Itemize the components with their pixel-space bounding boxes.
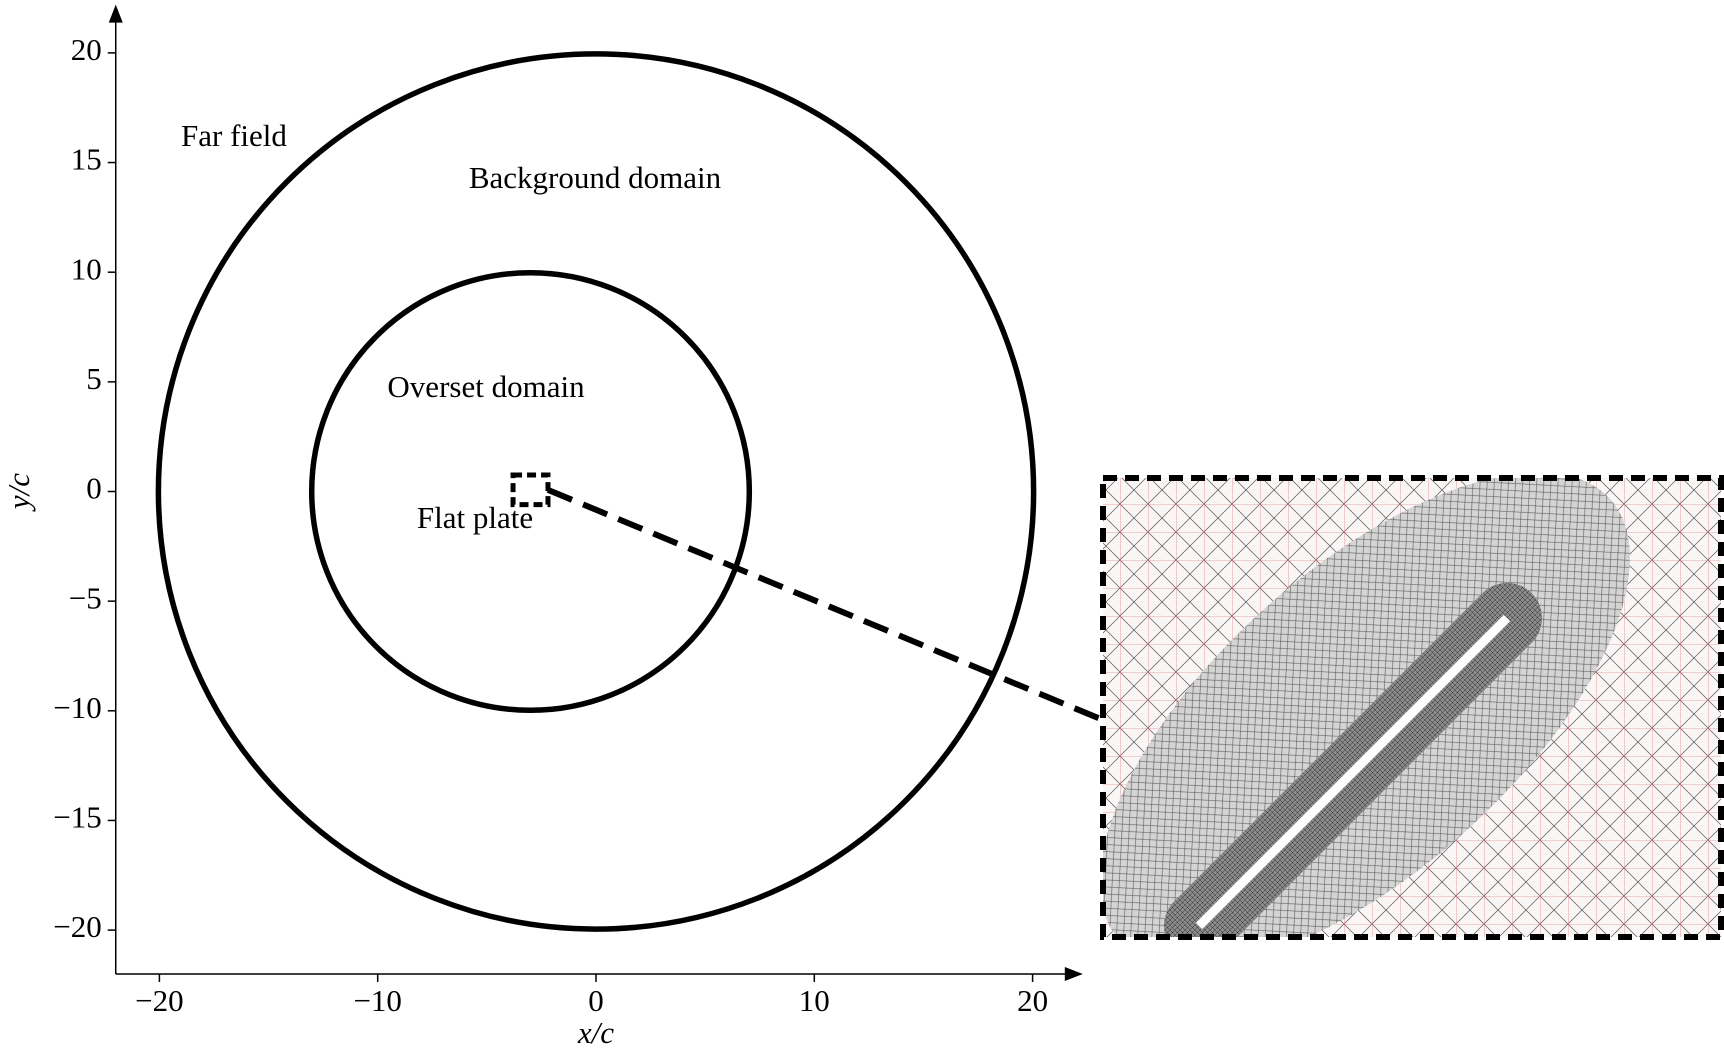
y-tick-label: 10 <box>71 251 102 286</box>
y-tick-label: −20 <box>53 909 101 944</box>
y-axis-label: y/c <box>1 473 36 512</box>
zoom-leader <box>546 487 1105 723</box>
y-tick-label: 20 <box>71 32 102 67</box>
y-tick-label: 15 <box>71 142 102 177</box>
y-tick-label: −5 <box>69 580 102 615</box>
annotation: Overset domain <box>387 369 585 404</box>
flat-plate <box>1195 614 1511 930</box>
x-tick-label: 0 <box>588 983 604 1018</box>
x-tick-label: −20 <box>135 983 183 1018</box>
y-axis-arrow <box>108 4 123 23</box>
annotation: Background domain <box>469 160 722 195</box>
x-tick-label: 20 <box>1017 983 1048 1018</box>
domain-boundary <box>308 269 753 714</box>
x-axis-label: x/c <box>577 1015 614 1050</box>
x-axis-arrow <box>1064 966 1083 981</box>
y-tick-label: −10 <box>53 690 101 725</box>
inset-frame <box>1100 475 1724 940</box>
y-tick-label: −15 <box>53 800 101 835</box>
zoom-box <box>510 472 551 508</box>
domain-boundary <box>155 51 1037 932</box>
y-tick-label: 0 <box>86 471 102 506</box>
annotation: Flat plate <box>417 500 533 535</box>
y-tick-label: 5 <box>86 361 102 396</box>
x-tick-label: 10 <box>799 983 830 1018</box>
inset <box>1103 478 1721 937</box>
annotation: Far field <box>181 118 287 153</box>
x-tick-label: −10 <box>353 983 401 1018</box>
